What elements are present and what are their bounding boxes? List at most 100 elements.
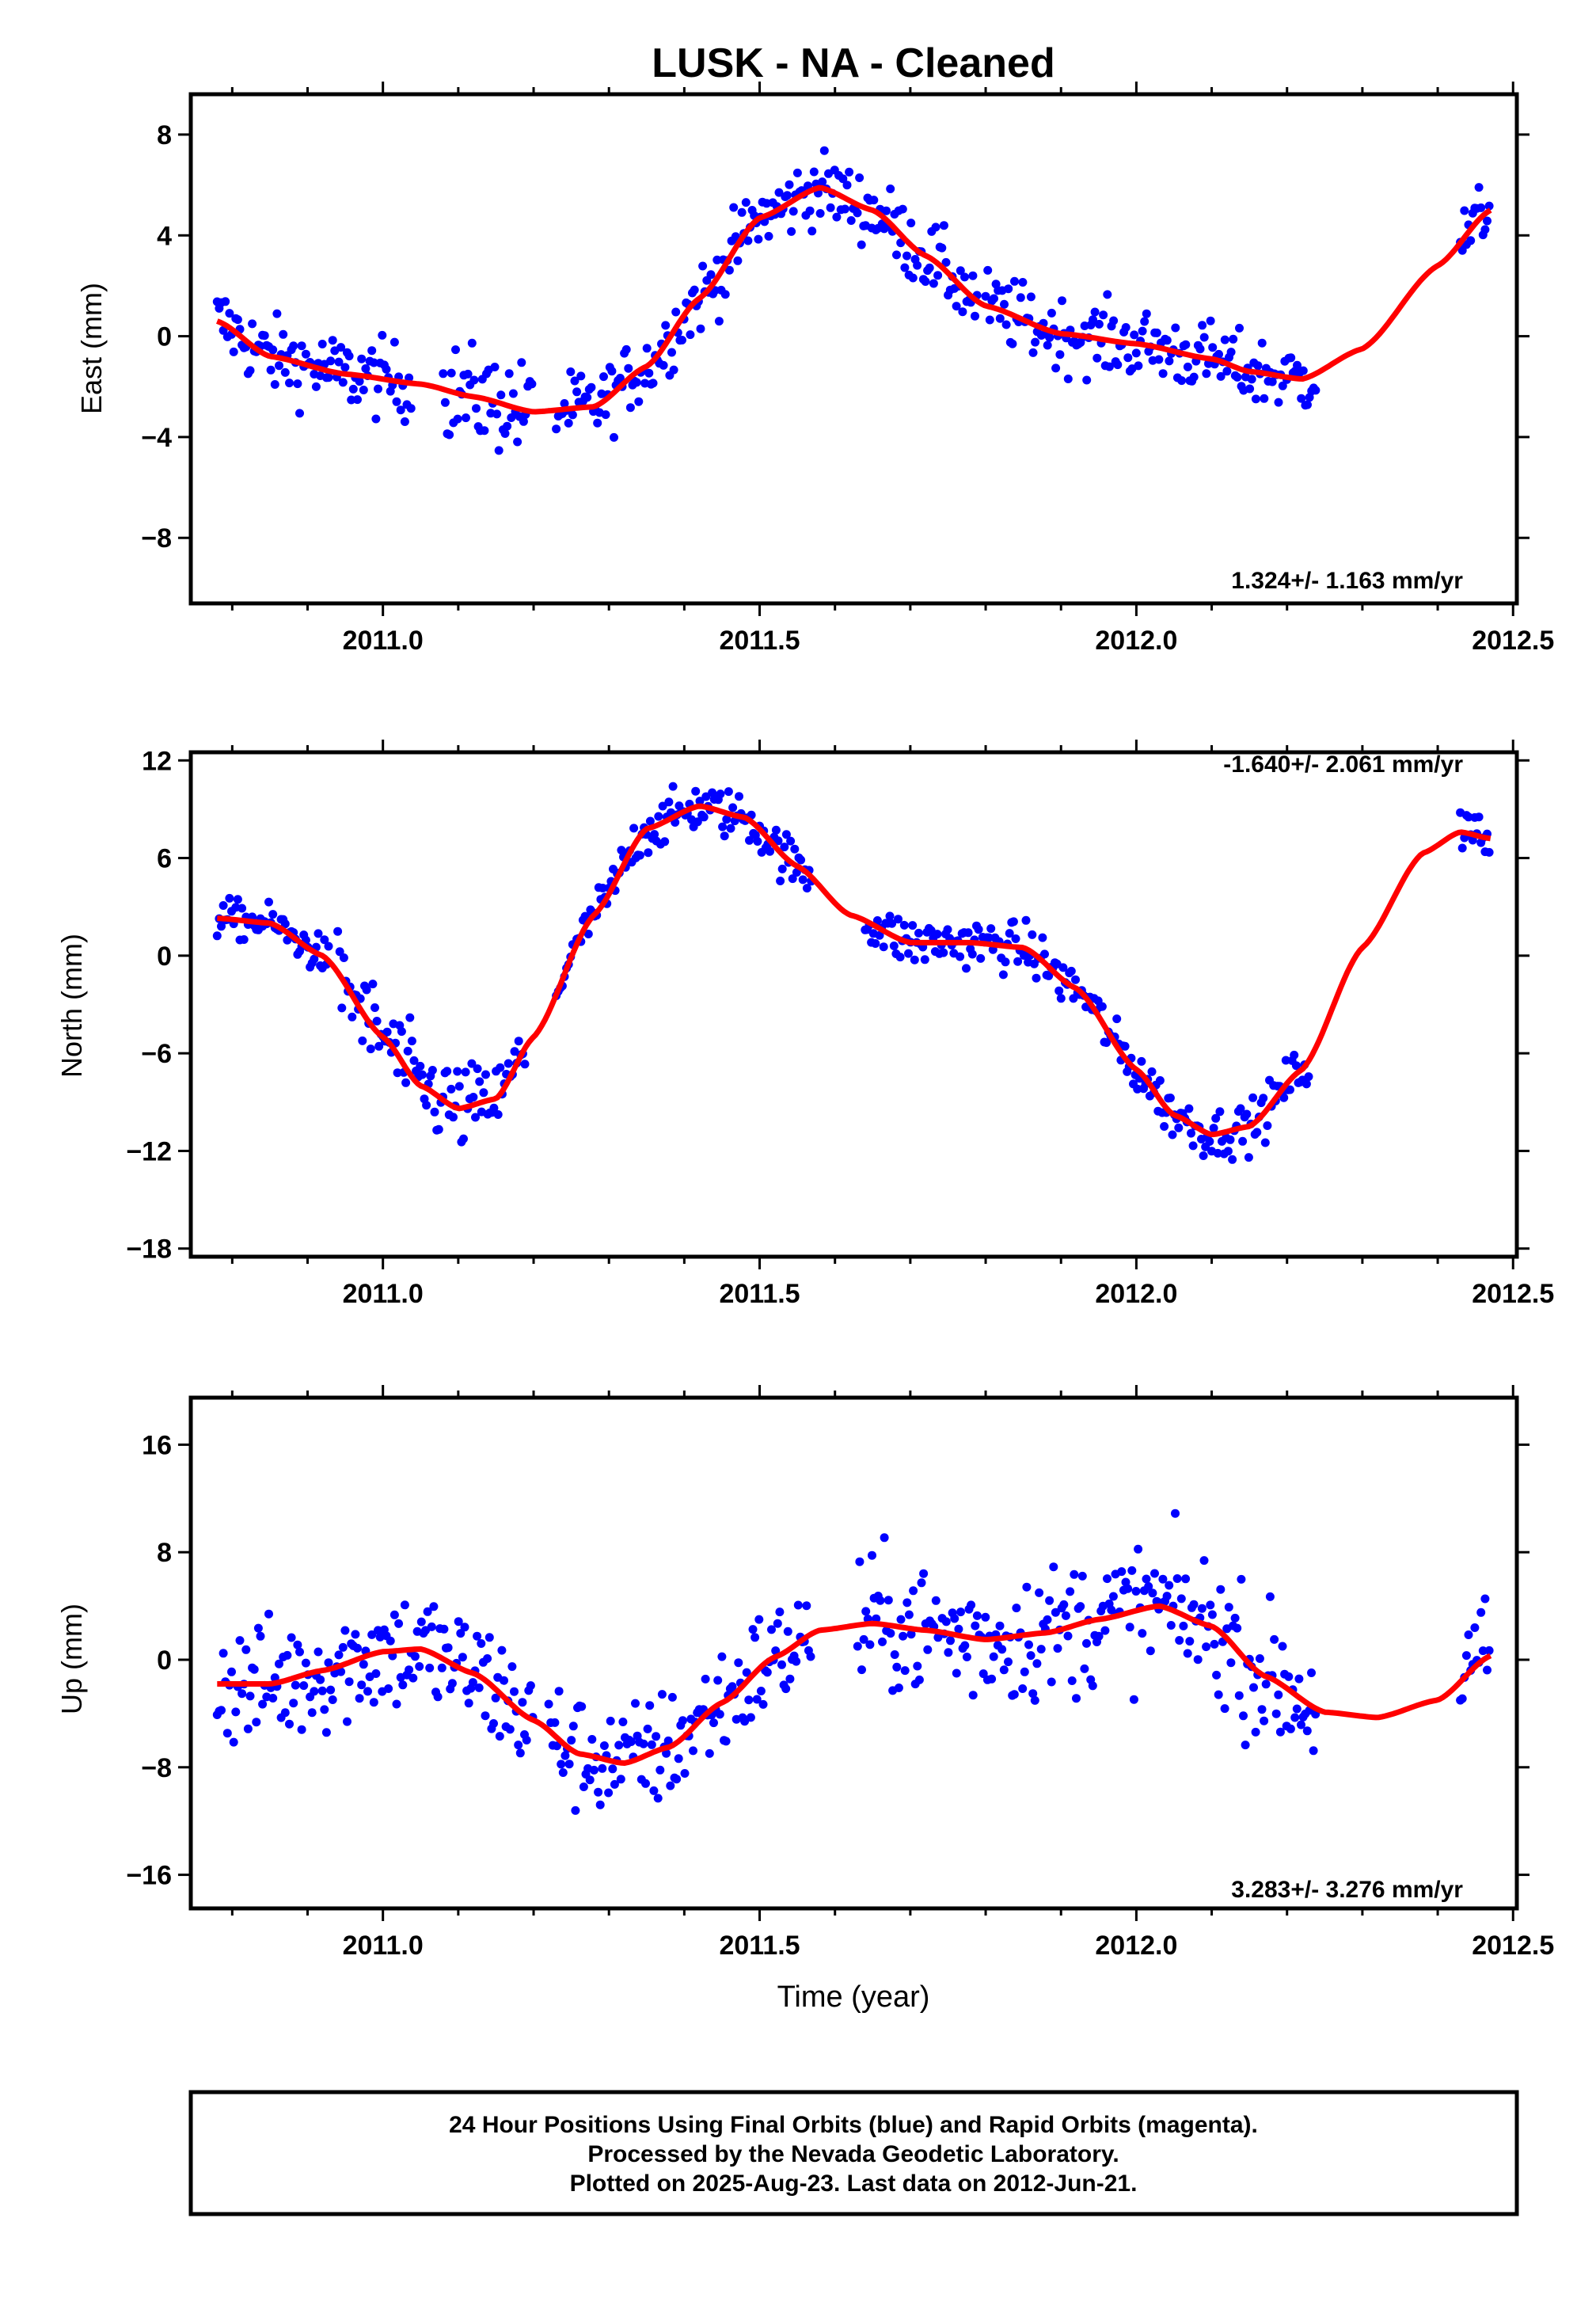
east-data-point <box>1152 328 1161 337</box>
up-data-point <box>423 1607 432 1616</box>
up-data-point <box>962 1653 971 1661</box>
east-data-point <box>809 167 819 177</box>
up-data-point <box>557 1760 566 1769</box>
north-data-point <box>724 787 733 797</box>
north-data-point <box>872 916 882 925</box>
east-data-point <box>560 399 569 408</box>
up-data-point <box>709 1718 718 1728</box>
up-data-point <box>595 1800 605 1809</box>
east-panel: 1.324+/- 1.163 mm/yr East (mm) 2011.0 201… <box>75 82 1554 656</box>
east-data-point <box>439 369 448 379</box>
east-data-point <box>1298 366 1308 375</box>
up-data-point <box>310 1687 319 1696</box>
north-data-point <box>871 939 880 948</box>
north-data-point <box>358 1036 367 1045</box>
east-data-point <box>925 263 934 272</box>
north-data-point <box>726 824 735 833</box>
east-data-point <box>840 204 849 214</box>
east-data-point <box>838 174 848 184</box>
up-data-point <box>742 1668 751 1677</box>
north-data-point <box>716 789 725 799</box>
up-data-point <box>1053 1644 1062 1653</box>
north-data-point <box>481 1070 490 1079</box>
up-data-point <box>1483 1665 1492 1675</box>
east-data-point <box>913 261 922 270</box>
east-data-point <box>1104 362 1114 371</box>
up-data-point <box>746 1713 755 1722</box>
up-data-point <box>1206 1600 1215 1610</box>
north-data-point <box>701 792 711 801</box>
up-data-point <box>253 1623 263 1633</box>
east-data-point <box>1251 394 1260 404</box>
east-data-point <box>1010 276 1019 286</box>
north-data-point <box>393 1068 402 1078</box>
north-data-point <box>943 925 952 934</box>
north-data-point <box>1281 1056 1290 1065</box>
east-data-point <box>1082 375 1092 385</box>
east-data-point <box>678 336 686 344</box>
east-data-point <box>576 371 586 381</box>
up-data-point <box>307 1708 317 1718</box>
up-data-point <box>666 1781 675 1790</box>
east-data-point <box>317 340 327 348</box>
east-data-point <box>921 277 930 286</box>
up-data-point <box>752 1695 762 1704</box>
north-data-point <box>1290 1050 1299 1060</box>
north-data-point <box>879 942 888 952</box>
up-data-point <box>336 1667 346 1676</box>
up-data-point <box>931 1596 940 1605</box>
east-data-point <box>1466 236 1476 245</box>
up-data-point <box>1257 1705 1267 1714</box>
up-data-point <box>645 1701 655 1710</box>
up-data-point <box>355 1694 364 1703</box>
up-data-point <box>544 1699 553 1709</box>
up-data-point <box>275 1659 283 1668</box>
north-data-point <box>1058 963 1068 972</box>
up-data-point <box>868 1550 876 1560</box>
north-data-point <box>449 1113 458 1122</box>
north-data-point <box>238 904 247 913</box>
north-data-point <box>1165 1094 1175 1102</box>
east-data-point <box>1229 334 1238 344</box>
up-data-point <box>1082 1638 1091 1648</box>
up-data-point <box>744 1695 754 1705</box>
up-data-point <box>371 1669 381 1678</box>
up-data-point <box>301 1658 310 1668</box>
north-y-axis-label: North (mm) <box>55 934 88 1078</box>
up-panel: 3.283+/- 3.276 mm/yr Up (mm) 2011.0 2011.… <box>55 1385 1554 1961</box>
north-data-point <box>1199 1151 1208 1160</box>
up-data-point <box>231 1707 241 1717</box>
up-data-point <box>367 1630 377 1639</box>
up-data-point <box>1063 1631 1073 1641</box>
east-data-point <box>480 426 489 436</box>
up-x-tick-label: 2012.5 <box>1472 1931 1554 1961</box>
north-data-point <box>339 953 348 962</box>
east-data-point <box>892 250 901 260</box>
north-data-point <box>796 855 806 865</box>
up-data-point <box>680 1769 690 1778</box>
up-data-point <box>652 1732 661 1741</box>
east-data-point <box>621 344 631 354</box>
east-data-point <box>297 341 306 351</box>
east-data-point <box>1089 315 1097 325</box>
up-data-point <box>1123 1584 1133 1593</box>
north-data-point <box>479 1088 488 1098</box>
up-data-point <box>1072 1694 1081 1703</box>
up-data-point <box>1077 1571 1087 1581</box>
east-data-point <box>1220 335 1229 344</box>
east-data-point <box>496 390 506 400</box>
up-data-point <box>643 1724 652 1733</box>
north-data-point <box>1252 1128 1262 1137</box>
up-data-point <box>689 1746 697 1756</box>
east-data-point <box>245 366 255 375</box>
east-data-point <box>1043 341 1052 350</box>
east-data-point <box>233 315 242 325</box>
up-data-point <box>344 1677 354 1687</box>
east-data-point <box>270 380 279 389</box>
north-data-point <box>788 874 797 884</box>
up-data-point <box>1080 1664 1089 1673</box>
north-data-point <box>933 930 942 939</box>
east-data-point <box>1278 381 1287 390</box>
north-data-point <box>348 1012 357 1022</box>
north-data-point <box>1184 1104 1194 1113</box>
